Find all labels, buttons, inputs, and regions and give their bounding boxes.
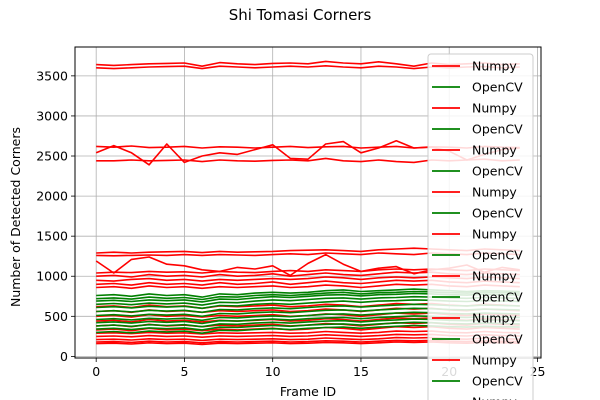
legend-label: OpenCV — [472, 80, 523, 95]
legend-label: OpenCV — [472, 332, 523, 347]
legend-label: Numpy — [472, 353, 517, 368]
y-axis-label: Number of Detected Corners — [8, 127, 23, 307]
plot-frame — [74, 46, 542, 359]
y-tick-label: 500 — [44, 309, 68, 324]
x-tick-label: 10 — [265, 364, 281, 379]
legend-label: OpenCV — [472, 164, 523, 179]
legend-label: OpenCV — [472, 206, 523, 221]
x-axis-label: Frame ID — [280, 384, 336, 399]
legend-label: Numpy — [472, 395, 517, 400]
legend-label: OpenCV — [472, 248, 523, 263]
legend-label: Numpy — [472, 227, 517, 242]
y-axis-ticks: 0 500 1000 1500 2000 2500 3000 3500 — [36, 68, 75, 364]
y-tick-label: 1500 — [36, 229, 68, 244]
legend-label: OpenCV — [472, 290, 523, 305]
legend-label: Numpy — [472, 143, 517, 158]
legend-label: OpenCV — [472, 122, 523, 137]
legend-label: Numpy — [472, 59, 517, 74]
y-tick-label: 3500 — [36, 68, 68, 83]
y-tick-label: 2000 — [36, 189, 68, 204]
legend-frame — [427, 53, 534, 400]
chart-title: Shi Tomasi Corners — [229, 6, 372, 24]
legend-label: Numpy — [472, 269, 517, 284]
x-tick-label: 5 — [180, 364, 188, 379]
y-tick-label: 1000 — [36, 269, 68, 284]
legend-label: Numpy — [472, 311, 517, 326]
legend-label: OpenCV — [472, 374, 523, 389]
legend-label: Numpy — [472, 101, 517, 116]
x-tick-label: 0 — [92, 364, 100, 379]
legend-label: Numpy — [472, 185, 517, 200]
legend: Numpy OpenCV Numpy OpenCV Numpy OpenCV Numpy Op… — [427, 53, 534, 400]
y-tick-label: 3000 — [36, 108, 68, 123]
x-tick-label: 15 — [353, 364, 369, 379]
y-tick-label: 2500 — [36, 149, 68, 164]
y-tick-label: 0 — [60, 349, 68, 364]
